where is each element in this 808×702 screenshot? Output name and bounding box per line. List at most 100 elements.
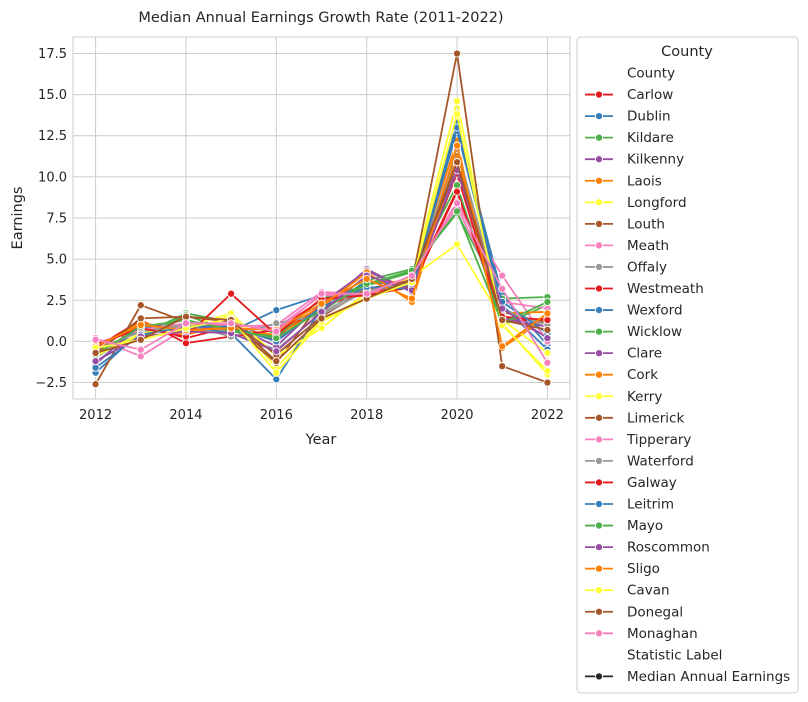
- legend-entry-label: Sligo: [627, 561, 660, 577]
- data-point: [91, 335, 100, 344]
- legend-swatch-marker: [594, 521, 604, 530]
- y-axis-label: Earnings: [10, 187, 26, 250]
- legend-swatch-marker: [594, 262, 604, 272]
- data-point: [498, 271, 507, 280]
- legend-swatch-marker: [594, 607, 604, 616]
- legend-swatch-marker: [594, 112, 604, 121]
- legend-entry-label: Clare: [627, 346, 662, 362]
- legend-swatch-marker: [594, 305, 604, 315]
- y-tick-label: 7.5: [46, 212, 67, 227]
- legend-entry-label: Leitrim: [627, 497, 674, 513]
- legend-swatch-marker: [594, 478, 604, 487]
- legend-swatch-marker: [594, 586, 604, 595]
- data-point: [272, 357, 281, 366]
- data-point: [543, 325, 552, 334]
- data-point: [543, 378, 552, 387]
- data-point: [272, 334, 281, 343]
- legend-entry-label: Wexford: [627, 303, 683, 319]
- legend-entry-label: Kerry: [627, 389, 662, 405]
- data-point: [362, 274, 371, 283]
- legend-swatch-marker: [594, 543, 604, 552]
- data-point: [498, 315, 507, 325]
- y-tick-labels: −2.5 0.0 2.5 5.0 7.5 10.0 12.5 15.0 17.5: [35, 47, 67, 391]
- legend-entry-label: Louth: [627, 216, 665, 232]
- data-point: [272, 319, 281, 328]
- y-tick-label: 0.0: [46, 335, 67, 350]
- legend-entry-label: Carlow: [627, 87, 673, 103]
- legend-entry-label: Tipperary: [626, 432, 691, 448]
- legend-swatch-marker: [594, 327, 604, 336]
- legend-entry-label: Laois: [627, 173, 662, 189]
- x-tick-label: 2022: [531, 408, 564, 423]
- legend-swatch-marker: [594, 176, 604, 185]
- data-point: [498, 284, 507, 293]
- chart-title: Median Annual Earnings Growth Rate (2011…: [138, 10, 503, 26]
- data-point: [452, 199, 462, 208]
- legend-swatch-marker: [594, 435, 604, 444]
- legend-swatch-marker: [594, 499, 604, 509]
- legend-entry-label: Meath: [627, 238, 669, 254]
- data-point: [91, 357, 100, 366]
- data-point: [91, 348, 100, 357]
- data-point: [136, 314, 145, 323]
- x-tick-labels: 2012 2014 2016 2018 2020 2022: [79, 408, 564, 423]
- data-point: [543, 348, 552, 357]
- x-axis-label: Year: [305, 432, 337, 448]
- data-point: [136, 345, 145, 354]
- legend-entry-label: Donegal: [627, 604, 683, 620]
- y-tick-label: 5.0: [46, 253, 67, 268]
- legend-entry-label: Cork: [627, 367, 658, 383]
- data-point: [136, 320, 145, 330]
- legend-swatch-marker: [594, 413, 604, 422]
- data-point: [452, 187, 462, 196]
- legend-entry-label: Kilkenny: [627, 152, 684, 168]
- legend-entry-label: Roscommon: [627, 540, 710, 556]
- data-point: [543, 366, 552, 376]
- data-point: [317, 289, 326, 298]
- data-point: [91, 380, 100, 389]
- legend-entry-label: Limerick: [627, 410, 684, 426]
- legend-swatch-marker: [594, 456, 604, 465]
- legend-entry-label: Waterford: [627, 453, 694, 469]
- data-point: [452, 240, 462, 249]
- data-point: [227, 289, 236, 298]
- data-point: [407, 271, 416, 280]
- legend-swatch-marker: [594, 349, 604, 358]
- data-point: [452, 110, 462, 119]
- legend-entry-label: Kildare: [627, 130, 674, 146]
- data-point: [543, 315, 552, 325]
- x-tick-label: 2016: [260, 408, 293, 423]
- legend-frame: [576, 36, 799, 694]
- legend-entry-label: Longford: [627, 195, 687, 211]
- data-point: [452, 181, 462, 190]
- data-point: [227, 319, 236, 328]
- y-tick-label: 2.5: [46, 294, 67, 309]
- data-point: [136, 301, 145, 310]
- data-point: [543, 358, 552, 367]
- data-point: [272, 368, 281, 377]
- legend-swatch-marker: [594, 629, 604, 638]
- y-tick-label: −2.5: [35, 376, 67, 391]
- y-tick-label: 15.0: [38, 88, 67, 103]
- data-point: [136, 335, 145, 344]
- legend-swatch-marker: [594, 241, 604, 250]
- legend-swatch-marker: [594, 219, 604, 228]
- data-point: [317, 314, 326, 323]
- legend-entry-label: Dublin: [627, 109, 671, 125]
- series-lines: [91, 49, 552, 389]
- data-point: [272, 375, 281, 384]
- y-tick-label: 12.5: [38, 129, 67, 144]
- y-tick-label: 10.0: [38, 170, 67, 185]
- legend-swatch-marker: [594, 672, 604, 681]
- legend-header: Statistic Label: [627, 647, 722, 663]
- data-point: [452, 49, 462, 58]
- legend-swatch-marker: [594, 392, 604, 401]
- legend: County County Carlow Dublin Kildare Kilkenny…: [576, 36, 799, 694]
- data-point: [362, 289, 371, 298]
- data-point: [543, 297, 552, 306]
- data-point: [317, 299, 326, 308]
- data-point: [272, 306, 281, 315]
- legend-entry-label: Offaly: [627, 259, 667, 275]
- data-point: [136, 352, 145, 361]
- data-point: [452, 141, 462, 150]
